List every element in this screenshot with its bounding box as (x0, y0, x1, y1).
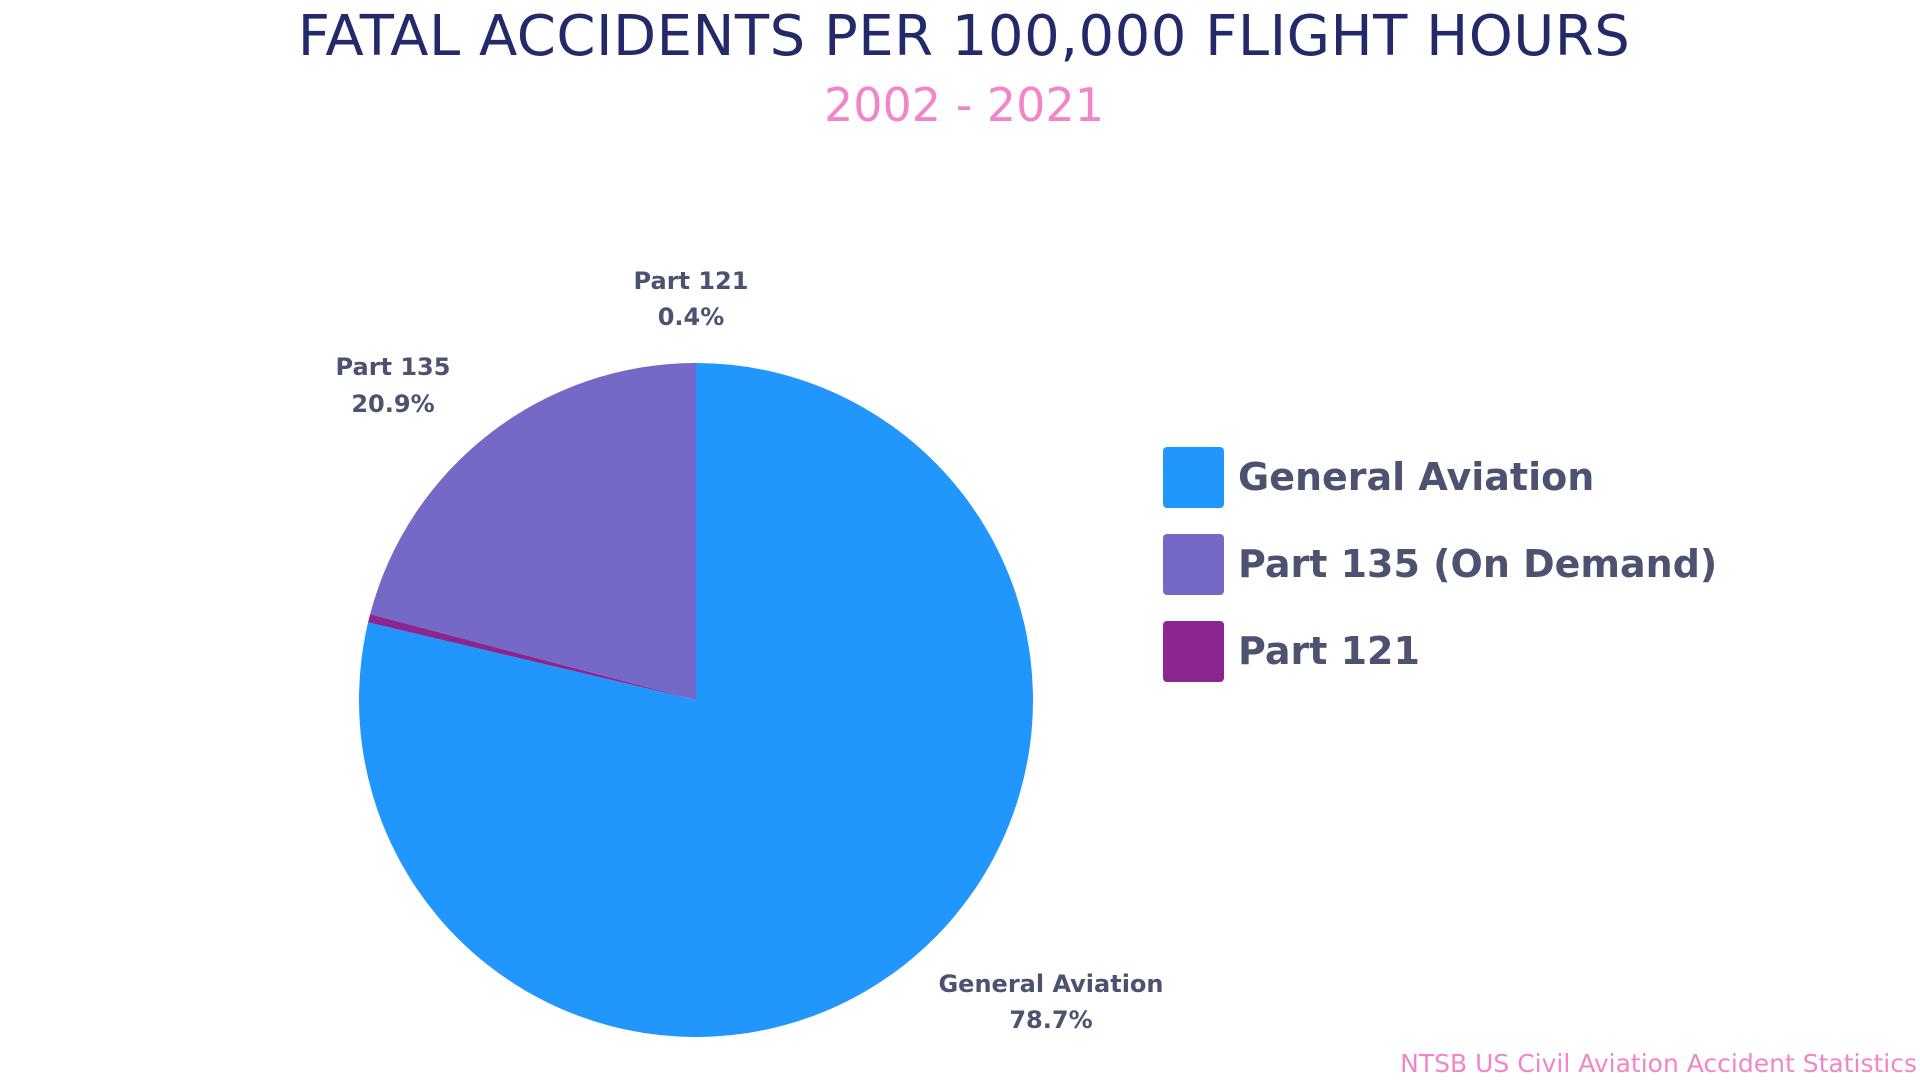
legend-label: Part 121 (1238, 629, 1420, 673)
pie-labels: General Aviation 78.7% Part 121 0.4% Part 13… (336, 267, 1164, 1034)
legend-label: Part 135 (On Demand) (1238, 542, 1718, 586)
legend-swatch (1163, 620, 1224, 682)
slice-value-label: 78.7% (1009, 1006, 1092, 1034)
pie-slice-part-121 (368, 614, 696, 700)
legend-swatch (1163, 446, 1224, 508)
legend-item: Part 121 (1163, 620, 1717, 682)
chart-subtitle: 2002 - 2021 (824, 78, 1104, 132)
slice-value-label: 20.9% (351, 390, 434, 418)
slice-value-label: 0.4% (658, 303, 725, 331)
pie-slice-part-135 (370, 363, 696, 700)
legend-swatch (1163, 533, 1224, 595)
source-note: NTSB US Civil Aviation Accident Statisti… (1400, 1049, 1917, 1078)
slice-label: General Aviation (938, 970, 1163, 998)
slice-label: Part 121 (634, 267, 749, 295)
legend-label: General Aviation (1238, 455, 1595, 499)
chart-title: FATAL ACCIDENTS PER 100,000 FLIGHT HOURS (297, 4, 1631, 69)
slice-label: Part 135 (336, 353, 451, 381)
pie-slices (358, 363, 1033, 1037)
chart-legend: General Aviation Part 135 (On Demand) Part… (1163, 446, 1718, 708)
legend-item: General Aviation (1163, 446, 1717, 508)
legend-item: Part 135 (On Demand) (1163, 533, 1718, 595)
